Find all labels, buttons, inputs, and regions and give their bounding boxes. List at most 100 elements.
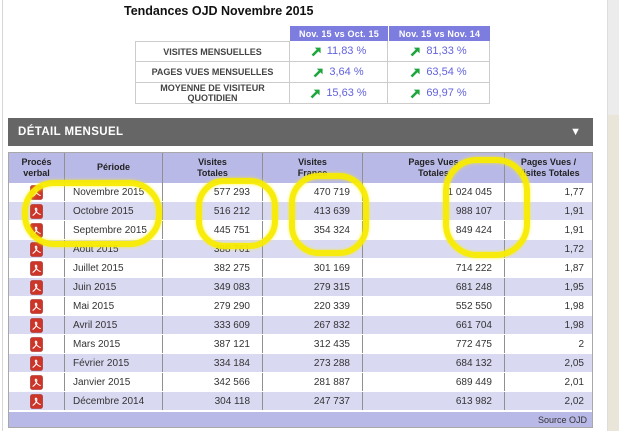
ratio-cell: 1,87 xyxy=(564,262,584,274)
summary-corner-cell xyxy=(135,26,290,41)
trend-up-icon xyxy=(410,68,420,78)
highlight-ring-pages-vues xyxy=(443,157,530,258)
table-row: Janvier 2015 342 566 281 887 689 449 2,01 xyxy=(9,373,592,392)
periode-cell: Novembre 2015 xyxy=(65,183,163,201)
periode-cell: Avril 2015 xyxy=(65,316,163,334)
table-row: Juin 2015 349 083 279 315 681 248 1,95 xyxy=(9,278,592,297)
col-header-periode: Période xyxy=(65,153,163,183)
pages-vues-totales-cell: 714 222 xyxy=(363,259,505,277)
trend-up-icon xyxy=(311,47,321,57)
visites-totales-cell: 334 184 xyxy=(163,354,263,372)
periode-cell: Décembre 2014 xyxy=(65,392,163,410)
trend-value: 3,64 % xyxy=(329,66,364,78)
pdf-file-icon[interactable] xyxy=(30,279,43,295)
pages-vues-totales-cell: 681 248 xyxy=(363,278,505,296)
visites-totales-cell: 387 121 xyxy=(163,335,263,353)
pdf-link[interactable] xyxy=(9,240,65,258)
pdf-link[interactable] xyxy=(9,278,65,296)
page-left-border xyxy=(2,0,3,431)
col-header-visites-totales: Visites Totales xyxy=(163,153,263,183)
pdf-file-icon[interactable] xyxy=(30,241,43,257)
ratio-cell: 1,91 xyxy=(564,205,584,217)
pdf-link[interactable] xyxy=(9,335,65,353)
pdf-file-icon[interactable] xyxy=(30,393,43,409)
trend-value: 63,54 % xyxy=(426,66,467,78)
periode-cell: Septembre 2015 xyxy=(65,221,163,239)
trend-value: 11,83 % xyxy=(326,45,367,57)
summary-col-header-vs-oct: Nov. 15 vs Oct. 15 xyxy=(290,26,388,41)
periode-cell: Février 2015 xyxy=(65,354,163,372)
detail-mensuel-section-bar[interactable]: DÉTAIL MENSUEL ▼ xyxy=(8,118,593,146)
summary-value-cell: 81,33 % xyxy=(388,41,490,62)
pdf-file-icon[interactable] xyxy=(30,317,43,333)
pdf-link[interactable] xyxy=(9,373,65,391)
table-row: Décembre 2014 304 118 247 737 613 982 2,02 xyxy=(9,392,592,411)
trend-value: 81,33 % xyxy=(426,45,467,57)
pdf-link[interactable] xyxy=(9,316,65,334)
ratio-cell: 2,02 xyxy=(564,395,584,407)
col-header-proces-verbal: Procés verbal xyxy=(9,153,65,183)
pdf-file-icon[interactable] xyxy=(30,355,43,371)
summary-value-cell: 15,63 % xyxy=(290,83,388,104)
ratio-cell: 1,72 xyxy=(564,243,584,255)
summary-row-label: PAGES VUES MENSUELLES xyxy=(135,62,290,83)
visites-france-cell xyxy=(263,240,363,258)
ratio-cell: 2,01 xyxy=(564,376,584,388)
visites-france-cell: 301 169 xyxy=(263,259,363,277)
ratio-cell: 1,95 xyxy=(564,281,584,293)
pdf-file-icon[interactable] xyxy=(30,298,43,314)
highlight-ring-visites-france xyxy=(289,173,369,256)
ratio-cell: 1,98 xyxy=(564,319,584,331)
trend-value: 15,63 % xyxy=(326,87,367,99)
visites-totales-cell: 342 566 xyxy=(163,373,263,391)
source-label: Source OJD xyxy=(537,414,587,425)
trend-up-icon xyxy=(410,89,420,99)
summary-trends-table: Nov. 15 vs Oct. 15 Nov. 15 vs Nov. 14 VI… xyxy=(135,26,490,104)
periode-cell: Août 2015 xyxy=(65,240,163,258)
pdf-file-icon[interactable] xyxy=(30,260,43,276)
table-row: Février 2015 334 184 273 288 684 132 2,05 xyxy=(9,354,592,373)
visites-totales-cell: 279 290 xyxy=(163,297,263,315)
visites-totales-cell: 388 761 xyxy=(163,240,263,258)
visites-france-cell: 273 288 xyxy=(263,354,363,372)
page-right-margin-top xyxy=(607,0,619,115)
ratio-cell: 1,77 xyxy=(564,186,584,198)
table-row: Mars 2015 387 121 312 435 772 475 2 xyxy=(9,335,592,354)
pages-vues-totales-cell: 552 550 xyxy=(363,297,505,315)
col-header-ratio: Pages Vues / Visites Totales xyxy=(517,156,580,178)
periode-cell: Mai 2015 xyxy=(65,297,163,315)
pdf-link[interactable] xyxy=(9,259,65,277)
visites-france-cell: 247 737 xyxy=(263,392,363,410)
source-footer-row: Source OJD xyxy=(9,411,592,427)
pages-vues-totales-cell: 684 132 xyxy=(363,354,505,372)
summary-row-label: MOYENNE DE VISITEUR QUOTIDIEN xyxy=(135,83,290,104)
page-title: Tendances OJD Novembre 2015 xyxy=(124,4,314,18)
periode-cell: Janvier 2015 xyxy=(65,373,163,391)
ratio-cell: 1,98 xyxy=(564,300,584,312)
summary-col-header-vs-nov: Nov. 15 vs Nov. 14 xyxy=(388,26,490,41)
summary-value-cell: 11,83 % xyxy=(290,41,388,62)
periode-cell: Mars 2015 xyxy=(65,335,163,353)
visites-france-cell: 312 435 xyxy=(263,335,363,353)
trend-value: 69,97 % xyxy=(426,87,467,99)
pdf-link[interactable] xyxy=(9,354,65,372)
pdf-file-icon[interactable] xyxy=(30,336,43,352)
visites-totales-cell: 382 275 xyxy=(163,259,263,277)
pages-vues-totales-cell: 772 475 xyxy=(363,335,505,353)
summary-value-cell: 63,54 % xyxy=(388,62,490,83)
periode-cell: Juillet 2015 xyxy=(65,259,163,277)
pages-vues-totales-cell: 613 982 xyxy=(363,392,505,410)
pages-vues-totales-cell: 1 024 045 xyxy=(363,183,505,201)
trend-up-icon xyxy=(410,47,420,57)
highlight-ring-periode xyxy=(22,180,162,247)
periode-cell: Juin 2015 xyxy=(65,278,163,296)
pages-vues-totales-cell: 689 449 xyxy=(363,373,505,391)
pdf-link[interactable] xyxy=(9,297,65,315)
collapse-triangle-icon[interactable]: ▼ xyxy=(570,125,581,138)
visites-france-cell: 413 639 xyxy=(263,202,363,220)
table-row: Juillet 2015 382 275 301 169 714 222 1,87 xyxy=(9,259,592,278)
visites-totales-cell: 304 118 xyxy=(163,392,263,410)
pdf-link[interactable] xyxy=(9,392,65,410)
pdf-file-icon[interactable] xyxy=(30,374,43,390)
